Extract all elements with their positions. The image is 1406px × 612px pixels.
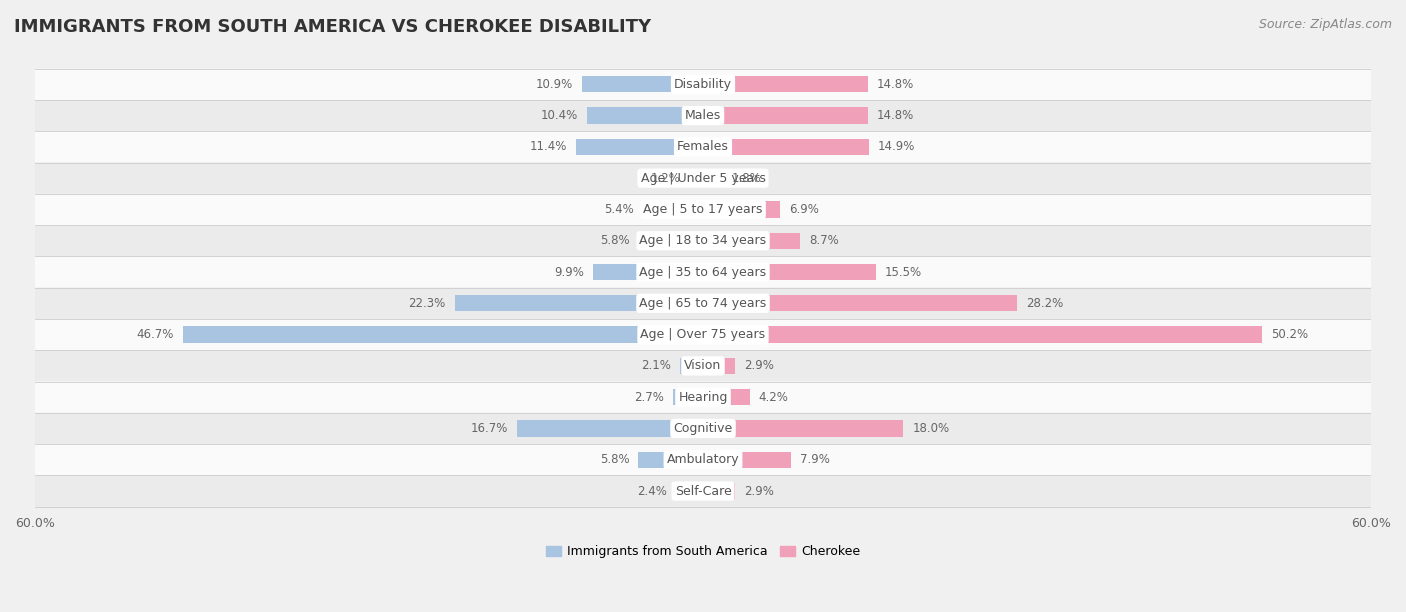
Text: 1.8%: 1.8% bbox=[733, 171, 762, 185]
Bar bbox=[643, 201, 703, 218]
Text: 50.2%: 50.2% bbox=[1271, 328, 1308, 341]
Text: 46.7%: 46.7% bbox=[136, 328, 174, 341]
Text: 14.8%: 14.8% bbox=[877, 109, 914, 122]
Text: 2.1%: 2.1% bbox=[641, 359, 671, 372]
Text: 10.9%: 10.9% bbox=[536, 78, 572, 91]
Text: 8.7%: 8.7% bbox=[808, 234, 838, 247]
Text: Age | Under 5 years: Age | Under 5 years bbox=[641, 171, 765, 185]
Text: Age | 35 to 64 years: Age | 35 to 64 years bbox=[640, 266, 766, 278]
Bar bbox=[638, 452, 703, 468]
Bar bbox=[517, 420, 703, 436]
FancyBboxPatch shape bbox=[35, 288, 1371, 319]
Text: 14.8%: 14.8% bbox=[877, 78, 914, 91]
Bar bbox=[703, 389, 749, 405]
Text: Age | 65 to 74 years: Age | 65 to 74 years bbox=[640, 297, 766, 310]
Text: 22.3%: 22.3% bbox=[409, 297, 446, 310]
Bar bbox=[703, 76, 868, 92]
Text: 18.0%: 18.0% bbox=[912, 422, 949, 435]
Text: Females: Females bbox=[678, 140, 728, 154]
Text: Self-Care: Self-Care bbox=[675, 485, 731, 498]
Text: 10.4%: 10.4% bbox=[541, 109, 578, 122]
FancyBboxPatch shape bbox=[35, 319, 1371, 350]
Text: 2.9%: 2.9% bbox=[744, 359, 775, 372]
FancyBboxPatch shape bbox=[35, 350, 1371, 381]
Bar bbox=[593, 264, 703, 280]
Text: 9.9%: 9.9% bbox=[554, 266, 583, 278]
FancyBboxPatch shape bbox=[35, 163, 1371, 194]
Text: 5.8%: 5.8% bbox=[600, 453, 630, 466]
Text: 4.2%: 4.2% bbox=[759, 390, 789, 404]
Text: 2.7%: 2.7% bbox=[634, 390, 664, 404]
FancyBboxPatch shape bbox=[35, 69, 1371, 100]
Text: 5.8%: 5.8% bbox=[600, 234, 630, 247]
FancyBboxPatch shape bbox=[35, 381, 1371, 413]
Bar bbox=[679, 358, 703, 374]
Text: 11.4%: 11.4% bbox=[530, 140, 567, 154]
FancyBboxPatch shape bbox=[35, 444, 1371, 476]
Bar bbox=[588, 108, 703, 124]
Legend: Immigrants from South America, Cherokee: Immigrants from South America, Cherokee bbox=[541, 540, 865, 563]
Bar bbox=[183, 326, 703, 343]
Text: Source: ZipAtlas.com: Source: ZipAtlas.com bbox=[1258, 18, 1392, 31]
Text: Cognitive: Cognitive bbox=[673, 422, 733, 435]
Text: 6.9%: 6.9% bbox=[789, 203, 818, 216]
Bar bbox=[703, 358, 735, 374]
Bar bbox=[703, 295, 1017, 312]
FancyBboxPatch shape bbox=[35, 476, 1371, 507]
Bar bbox=[703, 108, 868, 124]
Text: Age | 18 to 34 years: Age | 18 to 34 years bbox=[640, 234, 766, 247]
Text: Hearing: Hearing bbox=[678, 390, 728, 404]
Bar bbox=[689, 170, 703, 186]
Text: Ambulatory: Ambulatory bbox=[666, 453, 740, 466]
Text: 15.5%: 15.5% bbox=[884, 266, 921, 278]
Bar bbox=[673, 389, 703, 405]
FancyBboxPatch shape bbox=[35, 413, 1371, 444]
Bar bbox=[703, 201, 780, 218]
Bar bbox=[703, 139, 869, 155]
Text: 7.9%: 7.9% bbox=[800, 453, 830, 466]
Bar bbox=[576, 139, 703, 155]
Bar bbox=[703, 264, 876, 280]
FancyBboxPatch shape bbox=[35, 100, 1371, 131]
FancyBboxPatch shape bbox=[35, 225, 1371, 256]
Text: 5.4%: 5.4% bbox=[605, 203, 634, 216]
Text: 28.2%: 28.2% bbox=[1026, 297, 1063, 310]
Bar bbox=[703, 483, 735, 499]
FancyBboxPatch shape bbox=[35, 131, 1371, 163]
Bar bbox=[703, 452, 792, 468]
Bar bbox=[638, 233, 703, 249]
Text: Males: Males bbox=[685, 109, 721, 122]
Text: Disability: Disability bbox=[673, 78, 733, 91]
Bar bbox=[676, 483, 703, 499]
Text: 1.2%: 1.2% bbox=[651, 171, 681, 185]
Bar bbox=[454, 295, 703, 312]
Text: IMMIGRANTS FROM SOUTH AMERICA VS CHEROKEE DISABILITY: IMMIGRANTS FROM SOUTH AMERICA VS CHEROKE… bbox=[14, 18, 651, 36]
Text: 2.4%: 2.4% bbox=[637, 485, 668, 498]
Bar bbox=[703, 170, 723, 186]
Bar bbox=[703, 326, 1263, 343]
Text: 2.9%: 2.9% bbox=[744, 485, 775, 498]
Bar bbox=[703, 233, 800, 249]
Text: Age | 5 to 17 years: Age | 5 to 17 years bbox=[644, 203, 762, 216]
Bar bbox=[703, 420, 904, 436]
Text: 16.7%: 16.7% bbox=[471, 422, 508, 435]
FancyBboxPatch shape bbox=[35, 194, 1371, 225]
Text: Vision: Vision bbox=[685, 359, 721, 372]
Text: 14.9%: 14.9% bbox=[877, 140, 915, 154]
Bar bbox=[582, 76, 703, 92]
FancyBboxPatch shape bbox=[35, 256, 1371, 288]
Text: Age | Over 75 years: Age | Over 75 years bbox=[641, 328, 765, 341]
